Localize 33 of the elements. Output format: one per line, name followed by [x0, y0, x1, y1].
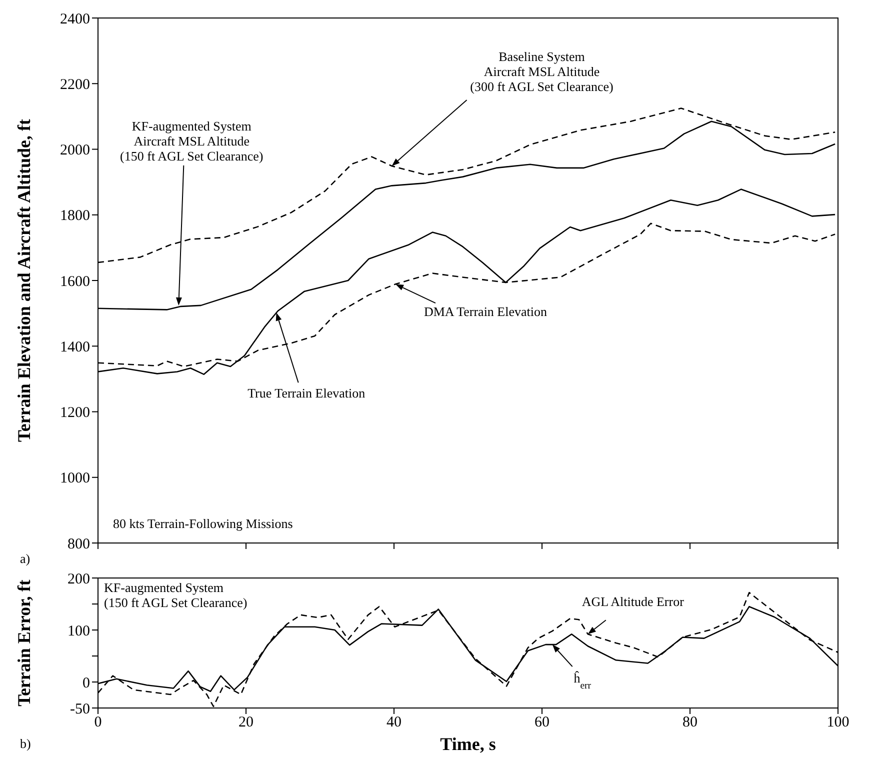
annotation: 80 kts Terrain-Following Missions [113, 516, 293, 531]
line-series [98, 188, 836, 375]
y-tick-label: 800 [68, 536, 90, 552]
y-axis-title: Terrain Error, ft [14, 580, 34, 706]
x-tick-label: 80 [682, 714, 698, 731]
y-tick-label: 2200 [60, 76, 90, 93]
y-tick-label: 1400 [60, 339, 90, 356]
y-tick-label: 200 [68, 571, 90, 588]
y-axis-title: Terrain Elevation and Aircraft Altitude, ft [14, 119, 34, 442]
y-tick-label: 0 [82, 675, 90, 692]
x-tick-label: 60 [534, 714, 550, 731]
y-tick-label: 1200 [60, 405, 90, 422]
y-tick-label: 100 [68, 623, 90, 640]
x-axis-title: Time, s [440, 734, 496, 754]
y-tick-label: 1800 [60, 208, 90, 224]
x-tick-label: 40 [386, 714, 402, 731]
annotation: KF-augmented System Aircraft MSL Altitude (150 ft AGL Set Clearance) [120, 118, 264, 164]
annotation: Baseline System Aircraft MSL Altitude (300 ft AGL Set Clearance) [470, 48, 614, 94]
text: a) [20, 551, 30, 566]
y-tick-label: -50 [70, 701, 90, 718]
x-tick-label: 20 [238, 714, 254, 731]
annotation: True Terrain Elevation [248, 386, 366, 401]
y-tick-label: 1000 [60, 470, 90, 487]
y-tick-label: 2400 [60, 11, 90, 28]
annotation: KF-augmented System (150 ft AGL Set Clearance) [104, 580, 248, 610]
y-tick-label: 1600 [60, 274, 90, 290]
x-tick-label: 100 [826, 714, 850, 731]
annotation: AGL Altitude Error [582, 594, 685, 610]
x-tick-label: 0 [94, 714, 102, 731]
annotation: DMA Terrain Elevation [424, 304, 548, 320]
text: b) [20, 736, 31, 751]
annotation: ĥ$_{err}$ [574, 670, 592, 692]
y-tick-label: 2000 [60, 142, 90, 159]
